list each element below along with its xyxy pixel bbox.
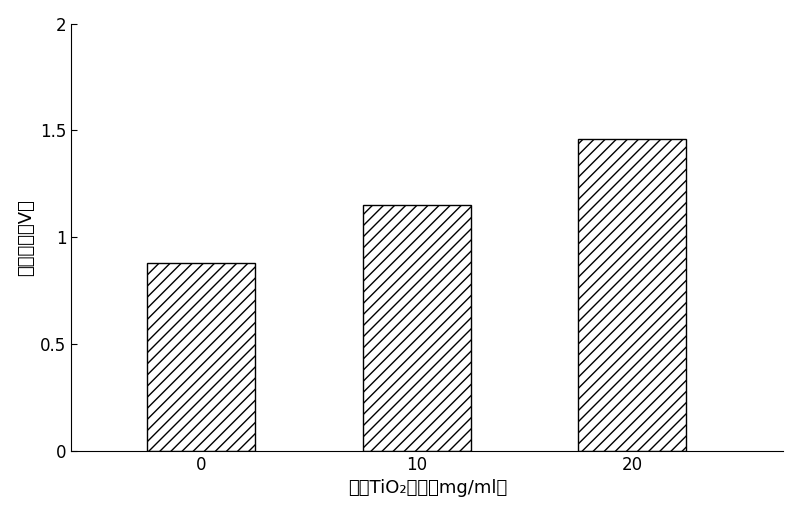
Y-axis label: 荧光强度（V）: 荧光强度（V）	[17, 199, 34, 276]
X-axis label: 纳米TiO₂浓度（mg/ml）: 纳米TiO₂浓度（mg/ml）	[348, 480, 507, 498]
Bar	[362, 205, 470, 451]
Bar	[147, 263, 255, 451]
Bar	[578, 139, 686, 451]
